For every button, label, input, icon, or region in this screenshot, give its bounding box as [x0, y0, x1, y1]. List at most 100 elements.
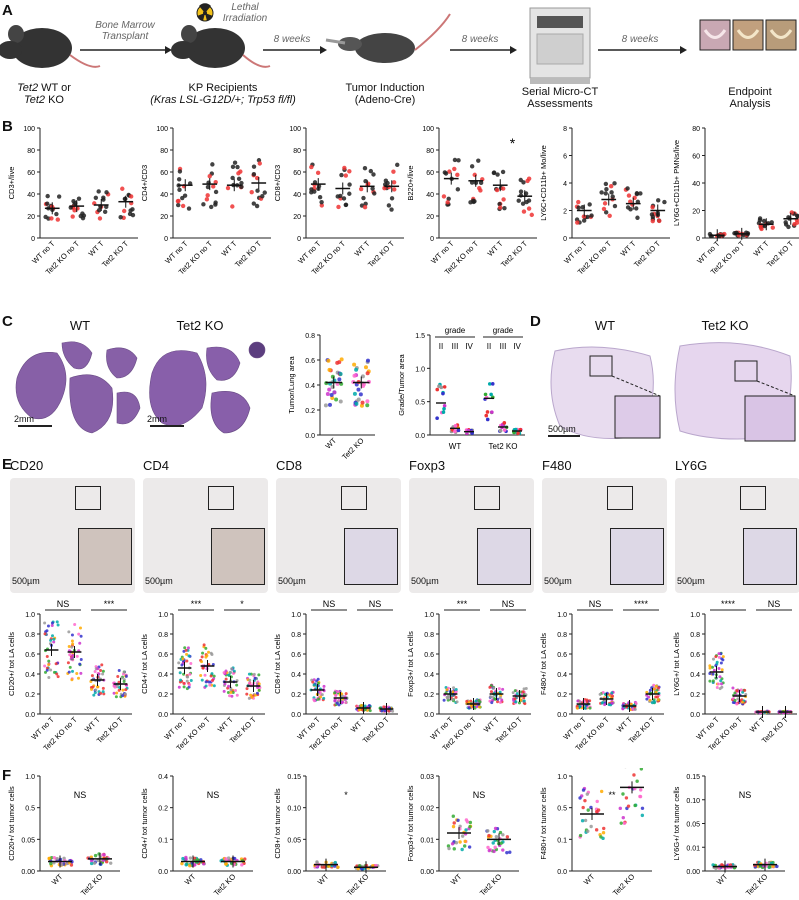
- data-point: [47, 663, 51, 667]
- data-point: [75, 654, 79, 658]
- data-point: [610, 701, 614, 705]
- data-point: [91, 685, 95, 689]
- data-point: [99, 691, 103, 695]
- data-point: [43, 214, 48, 220]
- data-point: [513, 689, 517, 693]
- data-point: [117, 688, 121, 692]
- data-point: [576, 199, 581, 205]
- data-point: [207, 650, 211, 654]
- stain-title-cd8: CD8: [276, 458, 303, 473]
- data-point: [645, 697, 649, 701]
- data-point: [580, 819, 585, 823]
- arrow-8weeks-3: 8 weeks: [621, 34, 659, 45]
- data-point: [522, 696, 526, 700]
- data-point: [207, 662, 211, 666]
- data-point: [492, 849, 496, 854]
- data-point: [602, 201, 608, 206]
- data-point: [309, 164, 314, 170]
- data-point: [578, 705, 582, 709]
- data-point: [96, 208, 102, 213]
- data-point: [446, 696, 450, 700]
- data-point: [612, 203, 618, 209]
- data-point: [336, 204, 341, 210]
- data-point: [639, 788, 643, 792]
- y-axis-label: CD20+/ tot LA cells: [7, 632, 16, 696]
- data-point: [521, 690, 525, 694]
- data-point: [453, 429, 457, 434]
- data-point: [460, 834, 465, 838]
- data-point: [247, 672, 251, 676]
- data-point: [327, 402, 332, 407]
- data-point: [326, 358, 331, 363]
- data-point: [621, 707, 625, 711]
- data-point: [497, 201, 502, 207]
- data-point: [333, 860, 338, 865]
- data-point: [633, 803, 637, 808]
- data-point: [317, 697, 321, 701]
- data-point: [210, 672, 214, 676]
- data-point: [55, 217, 61, 222]
- y-tick-label: 0.6: [158, 652, 168, 659]
- data-point: [247, 696, 251, 700]
- data-point: [360, 374, 365, 379]
- x-tick-label: Tet2 KO T: [765, 239, 795, 269]
- y-tick-label: 40: [27, 192, 35, 199]
- data-point: [226, 856, 231, 860]
- data-point: [635, 215, 640, 220]
- data-point: [634, 206, 639, 211]
- data-point: [360, 400, 365, 405]
- data-point: [586, 808, 590, 812]
- data-point: [498, 428, 503, 433]
- data-point: [207, 174, 212, 179]
- data-point: [588, 706, 592, 710]
- arrow-transplant-label: Bone Marrow Transplant: [95, 20, 155, 42]
- y-tick-label: 0: [696, 236, 700, 243]
- data-point: [254, 203, 260, 209]
- data-point: [383, 178, 389, 183]
- data-point: [491, 841, 495, 845]
- data-point: [45, 193, 50, 199]
- ihc-scale-label: 500µm: [145, 576, 173, 586]
- data-point: [607, 703, 611, 707]
- data-point: [467, 845, 472, 849]
- data-point: [601, 831, 606, 835]
- data-point: [225, 185, 231, 191]
- data-point: [358, 186, 364, 192]
- data-point: [320, 693, 324, 697]
- data-point: [54, 662, 58, 666]
- data-point: [322, 865, 327, 869]
- x-tick-label: Tet2 KO: [212, 872, 238, 898]
- y-tick-label: 0.00: [21, 869, 35, 876]
- data-point: [462, 844, 467, 848]
- panel-c-charts: 0.0 0.2 0.4 0.6 0.8 Tumor/Lung area WT Tet2 KO 0…: [287, 326, 525, 462]
- data-point: [230, 694, 234, 698]
- y-tick-label: 0.1: [158, 837, 168, 844]
- data-point: [640, 813, 645, 818]
- y-tick-label: 1.0: [415, 366, 425, 373]
- data-point: [341, 700, 345, 704]
- data-point: [344, 701, 348, 705]
- data-point: [187, 654, 191, 658]
- data-point: [333, 699, 337, 703]
- data-point: [634, 702, 638, 706]
- y-tick-label: 0.2: [424, 692, 434, 699]
- y-tick-label: 0.4: [305, 383, 315, 390]
- y-tick-label: 0.5: [557, 806, 567, 813]
- data-point: [175, 198, 181, 204]
- data-point: [487, 848, 492, 853]
- y-tick-label: 20: [27, 214, 35, 221]
- y-tick-label: 0.8: [305, 333, 315, 340]
- y-tick-label: 0.0: [291, 712, 301, 719]
- data-point: [205, 184, 211, 190]
- data-point: [587, 202, 592, 207]
- data-point: [211, 662, 215, 666]
- ihc-roi-box: [607, 486, 633, 510]
- data-point: [368, 168, 374, 174]
- data-point: [117, 669, 121, 673]
- data-point: [502, 428, 507, 432]
- data-point: [52, 670, 56, 674]
- data-point: [487, 833, 491, 838]
- data-point: [338, 193, 343, 199]
